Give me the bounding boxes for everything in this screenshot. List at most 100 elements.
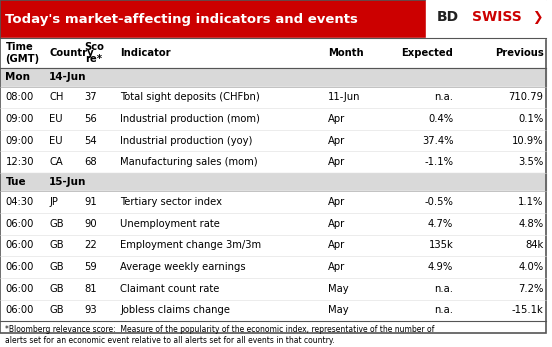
Text: 4.7%: 4.7% bbox=[428, 219, 453, 229]
Text: Apr: Apr bbox=[328, 240, 345, 251]
Text: 10.9%: 10.9% bbox=[512, 136, 543, 146]
Text: 135k: 135k bbox=[428, 240, 453, 251]
Text: Industrial production (mom): Industrial production (mom) bbox=[120, 114, 260, 124]
Text: GB: GB bbox=[49, 240, 64, 251]
Text: CH: CH bbox=[49, 92, 63, 102]
Bar bbox=[0, 278, 546, 299]
Text: Industrial production (yoy): Industrial production (yoy) bbox=[120, 136, 252, 146]
Text: EU: EU bbox=[49, 136, 63, 146]
Text: 81: 81 bbox=[84, 284, 97, 294]
Text: Tue: Tue bbox=[6, 177, 26, 187]
Text: Apr: Apr bbox=[328, 157, 345, 167]
Text: 84k: 84k bbox=[525, 240, 543, 251]
Text: 06:00: 06:00 bbox=[6, 262, 34, 272]
Text: 710.79: 710.79 bbox=[508, 92, 543, 102]
Text: Today's market-affecting indicators and events: Today's market-affecting indicators and … bbox=[6, 12, 358, 26]
Text: 37.4%: 37.4% bbox=[422, 136, 453, 146]
Text: Time
(GMT): Time (GMT) bbox=[6, 42, 40, 65]
Text: 90: 90 bbox=[84, 219, 97, 229]
Text: 06:00: 06:00 bbox=[6, 284, 34, 294]
Text: 06:00: 06:00 bbox=[6, 240, 34, 251]
Text: Expected: Expected bbox=[401, 48, 453, 58]
Text: GB: GB bbox=[49, 219, 64, 229]
Text: 4.9%: 4.9% bbox=[428, 262, 453, 272]
Text: 54: 54 bbox=[84, 136, 97, 146]
Text: GB: GB bbox=[49, 305, 64, 315]
Text: Indicator: Indicator bbox=[120, 48, 171, 58]
Text: 09:00: 09:00 bbox=[6, 114, 34, 124]
Text: Total sight deposits (CHFbn): Total sight deposits (CHFbn) bbox=[120, 92, 260, 102]
Text: ❯: ❯ bbox=[533, 11, 543, 24]
Text: 11-Jun: 11-Jun bbox=[328, 92, 360, 102]
Bar bbox=[0, 213, 546, 235]
Text: -1.1%: -1.1% bbox=[424, 157, 453, 167]
Text: Employment change 3m/3m: Employment change 3m/3m bbox=[120, 240, 261, 251]
Text: 3.5%: 3.5% bbox=[518, 157, 543, 167]
Bar bbox=[0, 130, 546, 151]
Text: Claimant count rate: Claimant count rate bbox=[120, 284, 220, 294]
Text: 91: 91 bbox=[84, 197, 97, 207]
Text: CA: CA bbox=[49, 157, 63, 167]
Text: Apr: Apr bbox=[328, 219, 345, 229]
Text: n.a.: n.a. bbox=[434, 305, 453, 315]
Text: 1.1%: 1.1% bbox=[518, 197, 543, 207]
Text: May: May bbox=[328, 305, 348, 315]
Text: GB: GB bbox=[49, 262, 64, 272]
Bar bbox=[0, 235, 546, 256]
Bar bbox=[0, 0, 426, 38]
Bar bbox=[0, 86, 546, 108]
Text: Sco
re*: Sco re* bbox=[84, 42, 104, 65]
Text: n.a.: n.a. bbox=[434, 284, 453, 294]
Text: GB: GB bbox=[49, 284, 64, 294]
Text: 59: 59 bbox=[84, 262, 97, 272]
Text: *Bloomberg relevance score:  Measure of the popularity of the economic index, re: *Bloomberg relevance score: Measure of t… bbox=[6, 324, 435, 345]
Text: -0.5%: -0.5% bbox=[424, 197, 453, 207]
Text: EU: EU bbox=[49, 114, 63, 124]
Text: May: May bbox=[328, 284, 348, 294]
Text: Month: Month bbox=[328, 48, 363, 58]
Text: Apr: Apr bbox=[328, 262, 345, 272]
Text: Apr: Apr bbox=[328, 136, 345, 146]
Text: Apr: Apr bbox=[328, 197, 345, 207]
Text: Apr: Apr bbox=[328, 114, 345, 124]
Text: 14-Jun: 14-Jun bbox=[49, 73, 87, 82]
Text: Manufacturing sales (mom): Manufacturing sales (mom) bbox=[120, 157, 258, 167]
Text: Previous: Previous bbox=[495, 48, 543, 58]
Text: 12:30: 12:30 bbox=[6, 157, 34, 167]
Text: 04:30: 04:30 bbox=[6, 197, 34, 207]
Text: JP: JP bbox=[49, 197, 58, 207]
Text: SWISS: SWISS bbox=[473, 10, 522, 25]
Bar bbox=[0, 299, 546, 321]
Text: 06:00: 06:00 bbox=[6, 305, 34, 315]
Bar bbox=[0, 173, 546, 192]
Text: 56: 56 bbox=[84, 114, 97, 124]
Text: Unemployment rate: Unemployment rate bbox=[120, 219, 220, 229]
Text: 37: 37 bbox=[84, 92, 97, 102]
Text: Average weekly earnings: Average weekly earnings bbox=[120, 262, 246, 272]
Text: 0.1%: 0.1% bbox=[518, 114, 543, 124]
Text: 7.2%: 7.2% bbox=[518, 284, 543, 294]
Text: 08:00: 08:00 bbox=[6, 92, 34, 102]
Text: 68: 68 bbox=[84, 157, 97, 167]
Bar bbox=[0, 108, 546, 130]
Text: Mon: Mon bbox=[6, 73, 30, 82]
Bar bbox=[0, 192, 546, 213]
Text: 15-Jun: 15-Jun bbox=[49, 177, 87, 187]
Text: 09:00: 09:00 bbox=[6, 136, 34, 146]
Text: Tertiary sector index: Tertiary sector index bbox=[120, 197, 222, 207]
Text: 06:00: 06:00 bbox=[6, 219, 34, 229]
Bar bbox=[0, 256, 546, 278]
Bar bbox=[0, 38, 546, 68]
Bar bbox=[0, 151, 546, 173]
Text: 0.4%: 0.4% bbox=[428, 114, 453, 124]
Text: n.a.: n.a. bbox=[434, 92, 453, 102]
Text: 4.0%: 4.0% bbox=[518, 262, 543, 272]
Text: 22: 22 bbox=[84, 240, 97, 251]
Text: BD: BD bbox=[437, 10, 459, 25]
Text: Jobless claims change: Jobless claims change bbox=[120, 305, 230, 315]
Bar bbox=[426, 0, 546, 38]
Text: 93: 93 bbox=[84, 305, 97, 315]
Bar bbox=[0, 68, 546, 86]
Text: Country: Country bbox=[49, 48, 94, 58]
Text: -15.1k: -15.1k bbox=[512, 305, 543, 315]
